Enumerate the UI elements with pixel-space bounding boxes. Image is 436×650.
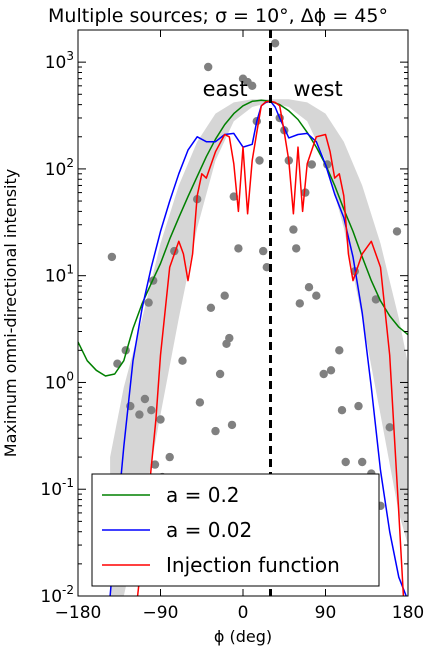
scatter-point [354,401,363,411]
scatter-point [392,227,402,236]
scatter-point [178,356,187,365]
scatter-point [335,346,344,355]
scatter-point [292,244,301,253]
y-tick-label: 101 [45,263,74,287]
scatter-point [270,39,280,48]
scatter-point [307,160,316,169]
scatter-point [319,369,328,379]
annotation-west: west [293,77,342,101]
annotation-east: east [203,77,248,101]
x-tick-label: 90 [315,603,337,623]
scatter-point [211,426,220,436]
series-line-a-0-2 [78,99,408,377]
scatter-point [255,156,264,165]
scatter-point [371,295,381,304]
scatter-point [301,188,310,197]
series-line-injection-function [136,100,405,596]
y-tick-label: 10-1 [40,476,74,500]
scatter-point [295,299,304,308]
x-tick-label: 0 [238,603,249,623]
scatter-point [195,398,205,407]
legend-label: a = 0.02 [166,518,252,542]
scatter-point [248,81,257,91]
scatter-point [234,244,243,253]
scatter-point [165,452,174,462]
scatter-point [215,369,225,379]
x-tick-label: −90 [143,603,179,623]
x-tick-label: 180 [392,603,424,623]
scatter-point [204,62,213,72]
y-tick-exponent: 2 [66,156,74,170]
scatter-point [312,291,321,300]
scatter-point [220,291,229,300]
x-tick-label: −180 [55,603,102,623]
scatter-point [147,406,156,415]
scatter-point [107,252,117,262]
x-axis-label: ϕ (deg) [214,627,272,646]
scatter-point [229,192,238,201]
legend-label: Injection function [166,553,340,577]
scatter-point [225,333,234,343]
scatter-point [227,420,237,430]
scatter-point [259,246,268,256]
y-tick-exponent: 3 [66,49,74,63]
y-tick-exponent: -1 [62,476,74,490]
scatter-point [156,415,165,424]
y-tick-label: 100 [45,369,74,393]
y-tick-label: 103 [45,49,74,73]
scatter-point [358,457,367,467]
scatter-point [326,366,336,375]
y-tick-label: 102 [45,156,74,180]
scatter-point [144,298,153,307]
scatter-point [337,406,347,415]
scatter-point [206,303,216,312]
confidence-band [110,99,408,596]
scatter-point [289,225,298,234]
scatter-point [150,460,160,469]
scatter-point [135,410,144,419]
legend-label: a = 0.2 [166,483,240,507]
scatter-point [385,423,394,432]
chart-title: Multiple sources; σ = 10°, Δϕ = 45° [48,5,388,27]
y-tick-exponent: 1 [66,263,74,277]
scatter-point [341,457,350,467]
scatter-point [304,283,314,292]
y-tick-exponent: -2 [62,583,74,597]
y-axis-label: Maximum omni-directional intensity [1,169,20,457]
scatter-point [140,394,150,404]
y-tick-exponent: 0 [66,369,74,383]
scatter-point [262,263,271,272]
